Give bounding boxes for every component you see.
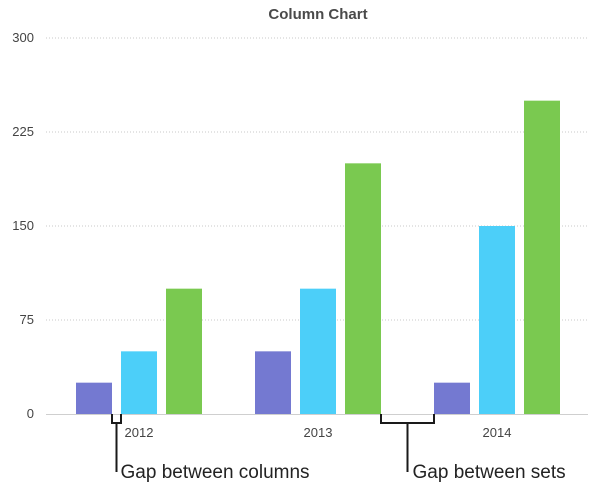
bar-2014-3 xyxy=(524,100,560,415)
gap-between-columns-label: Gap between columns xyxy=(121,462,310,483)
gap-between-columns-bracket xyxy=(111,414,122,472)
x-tick-label: 2012 xyxy=(125,425,154,440)
gap-between-sets-bracket xyxy=(380,414,435,472)
bar-2012-2 xyxy=(121,351,157,414)
bars-layer xyxy=(76,100,560,415)
y-tick-label: 0 xyxy=(27,406,34,421)
bar-2013-2 xyxy=(300,288,336,414)
gap-between-sets-label: Gap between sets xyxy=(413,462,566,483)
annotation-layer: Gap between columns Gap between sets xyxy=(111,414,566,483)
x-tick-label: 2014 xyxy=(483,425,512,440)
bar-2012-1 xyxy=(76,382,112,414)
chart-title: Column Chart xyxy=(268,6,367,23)
x-tick-label: 2013 xyxy=(304,425,333,440)
bar-2013-1 xyxy=(255,351,291,414)
y-tick-label: 150 xyxy=(12,218,34,233)
bar-2012-3 xyxy=(166,288,202,414)
axis-layer: 0 75 150 225 300 2012 2013 2014 xyxy=(12,30,588,440)
y-tick-label: 300 xyxy=(12,30,34,45)
y-tick-label: 225 xyxy=(12,124,34,139)
bar-2014-1 xyxy=(434,382,470,414)
bar-2014-2 xyxy=(479,226,515,414)
bar-2013-3 xyxy=(345,163,381,414)
y-tick-label: 75 xyxy=(20,312,34,327)
